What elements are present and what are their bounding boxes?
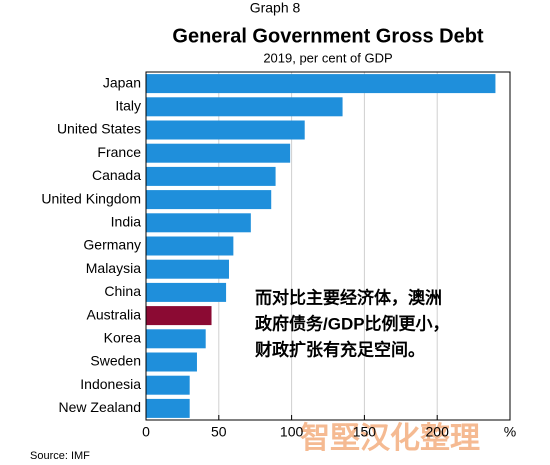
bar — [146, 329, 206, 349]
bar — [146, 97, 343, 117]
bar — [146, 166, 276, 186]
y-tick-label: Australia — [87, 306, 142, 322]
y-tick-label: United Kingdom — [41, 190, 141, 206]
bar — [146, 143, 291, 163]
y-tick-label: Malaysia — [86, 260, 141, 276]
y-tick-label: Sweden — [90, 353, 141, 369]
bar — [146, 236, 234, 256]
bar — [146, 398, 190, 418]
y-tick-label: United States — [57, 121, 141, 137]
y-tick-label: Italy — [115, 98, 141, 114]
y-tick-label: India — [111, 214, 142, 230]
y-tick-label: France — [97, 144, 141, 160]
y-tick-label: Canada — [92, 167, 141, 183]
x-tick-label: 150 — [353, 424, 377, 440]
bar — [146, 259, 229, 279]
bar — [146, 352, 197, 372]
x-tick-label: 0 — [142, 424, 150, 440]
x-tick-label: 200 — [426, 424, 450, 440]
annotation: 而对比主要经济体，澳洲 — [255, 287, 442, 307]
y-tick-label: China — [104, 283, 141, 299]
bar — [146, 190, 272, 210]
y-tick-label: Japan — [103, 74, 141, 90]
bar — [146, 306, 212, 326]
supertitle: Graph 8 — [250, 0, 301, 16]
x-tick-label: 100 — [280, 424, 304, 440]
bar — [146, 213, 251, 233]
chart-title: General Government Gross Debt — [172, 25, 484, 47]
chart-subtitle: 2019, per cent of GDP — [263, 50, 392, 65]
bar — [146, 282, 227, 302]
bar — [146, 74, 496, 94]
plot-frame — [145, 71, 511, 421]
x-tick-label: % — [504, 424, 516, 440]
bar — [146, 120, 305, 140]
y-tick-label: Korea — [104, 330, 142, 346]
annotation: 政府债务/GDP比例更小， — [255, 313, 450, 333]
watermark: 智堅汉化整理 — [300, 422, 480, 455]
y-tick-label: Indonesia — [80, 376, 141, 392]
x-tick-label: 50 — [211, 424, 227, 440]
annotation: 财政扩张有充足空间。 — [254, 339, 425, 359]
y-tick-label: New Zealand — [59, 399, 142, 415]
bar — [146, 375, 190, 395]
source: Source: IMF — [30, 450, 90, 462]
y-tick-label: Germany — [83, 237, 141, 253]
